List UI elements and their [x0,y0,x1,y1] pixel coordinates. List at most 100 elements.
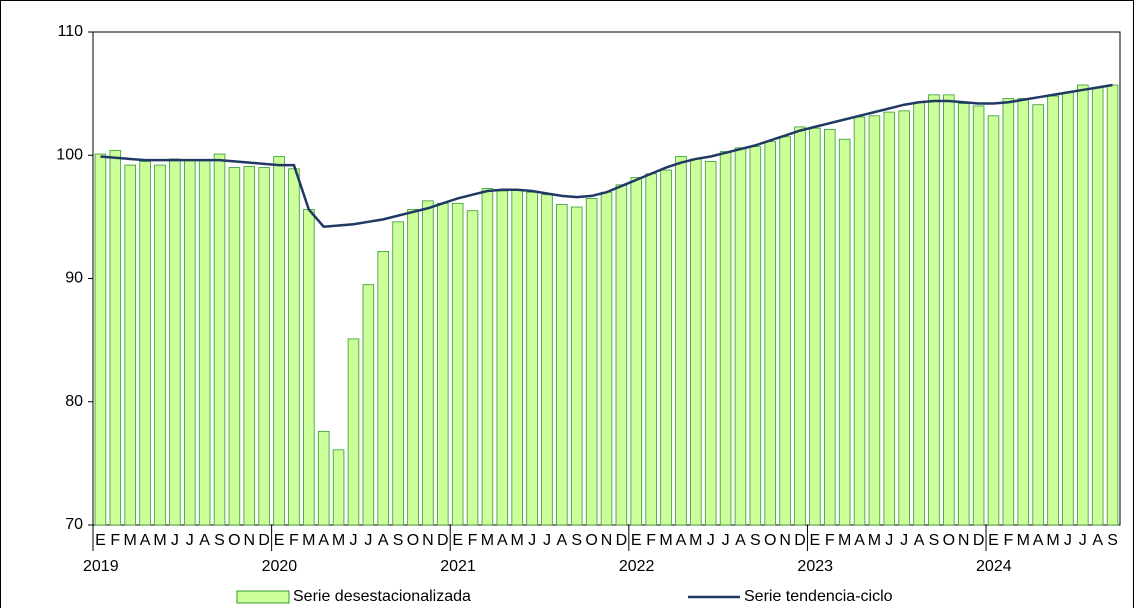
x-tick-label: E [274,532,285,549]
x-tick-label: S [214,532,225,549]
x-tick-label: M [481,532,494,549]
bar [645,173,657,526]
x-tick-label: S [393,532,404,549]
legend-label: Serie desestacionalizada [293,588,471,605]
bar [972,105,985,526]
x-tick-label: F [1003,532,1013,549]
x-tick-label: A [854,532,865,549]
bar [109,149,122,526]
x-tick-label: M [511,532,524,549]
bar [362,284,375,526]
bar [615,184,628,526]
x-tick-label: E [95,532,106,549]
x-tick-label: A [735,532,746,549]
bar [332,449,345,526]
x-tick-label: O [407,532,419,549]
x-tick-label: S [750,532,761,549]
bar [377,250,389,526]
x-tick-label: F [468,532,478,549]
bar [1047,95,1059,526]
bar [1017,98,1030,526]
bar [392,221,404,526]
x-tick-label: N [958,532,970,549]
bar [198,159,211,526]
x-tick-label: A [914,532,925,549]
bar [451,202,464,526]
y-tick-label: 110 [57,23,83,40]
x-tick-label: O [228,532,240,549]
bar [987,115,1000,526]
x-tick-label: A [378,532,389,549]
y-tick-label: 80 [65,393,83,410]
x-tick-label: E [631,532,642,549]
x-tick-label: S [1107,532,1118,549]
x-tick-label: M [1017,532,1030,549]
bar [258,167,270,526]
x-tick-label: O [764,532,776,549]
bar [943,94,955,526]
x-tick-label: J [349,532,357,549]
x-tick-label: E [810,532,821,549]
x-tick-label: M [1046,532,1059,549]
x-tick-label: E [988,532,999,549]
y-tick-label: 100 [56,146,83,163]
x-tick-label: N [779,532,791,549]
y-tick-label: 90 [65,270,83,287]
x-tick-label: S [929,532,940,549]
x-tick-label: E [452,532,463,549]
bar [273,156,285,526]
bar [957,103,970,526]
bar [303,209,315,526]
x-tick-label: N [244,532,256,549]
bar [868,115,881,526]
x-tick-label: D [258,532,270,549]
x-tick-label: J [528,532,536,549]
bar [913,101,925,526]
bar [496,190,509,526]
x-tick-label: M [868,532,881,549]
x-tick-label: M [689,532,702,549]
x-tick-label: A [497,532,508,549]
bar [1002,98,1015,526]
x-tick-label: O [585,532,597,549]
bar [853,116,866,526]
x-tick-label: F [646,532,656,549]
bar [288,168,300,526]
x-tick-label: J [543,532,551,549]
year-label: 2020 [262,558,298,575]
x-tick-label: A [318,532,329,549]
x-tick-label: J [186,532,194,549]
x-tick-label: O [943,532,955,549]
x-tick-label: A [140,532,151,549]
bar [928,94,940,526]
bar [124,164,136,526]
x-tick-label: J [900,532,908,549]
bar [883,111,896,526]
x-tick-label: N [422,532,434,549]
x-tick-label: A [676,532,687,549]
x-tick-label: J [707,532,715,549]
bar [764,141,776,526]
bar [824,128,836,526]
legend-label: Serie tendencia-ciclo [744,588,893,605]
year-label: 2023 [797,558,833,575]
x-tick-label: F [289,532,299,549]
x-tick-label: D [973,532,985,549]
bar [704,161,717,526]
bar [838,138,851,526]
x-tick-label: A [199,532,210,549]
year-label: 2019 [83,558,119,575]
x-tick-label: J [171,532,179,549]
year-label: 2024 [976,558,1012,575]
bar [1032,104,1044,526]
year-label: 2022 [619,558,655,575]
bar [169,158,181,526]
bar [1091,87,1104,526]
x-tick-label: M [124,532,137,549]
bar [422,200,434,526]
x-tick-label: M [332,532,345,549]
x-tick-label: D [616,532,628,549]
bar [779,136,791,526]
x-tick-label: J [1079,532,1087,549]
